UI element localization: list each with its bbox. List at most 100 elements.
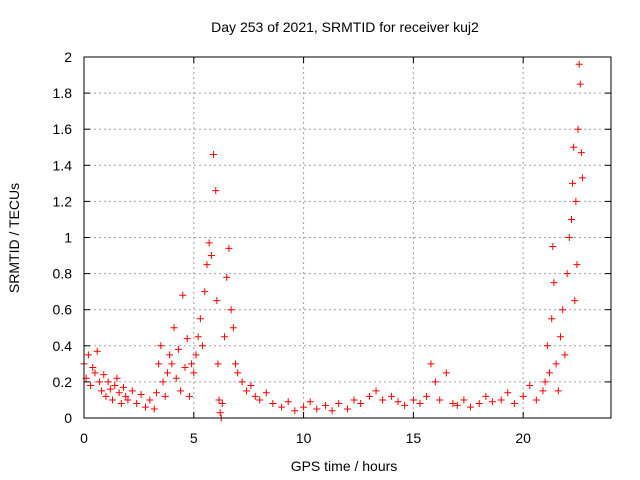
data-point	[519, 392, 527, 400]
data-point	[216, 409, 224, 417]
x-axis-label: GPS time / hours	[291, 458, 398, 474]
data-point	[565, 234, 573, 241]
data-point	[431, 378, 439, 386]
data-point	[291, 407, 299, 415]
x-tick-label: 20	[515, 430, 531, 446]
data-point	[570, 143, 578, 151]
data-point	[221, 333, 229, 341]
data-point	[256, 396, 264, 404]
data-point	[95, 378, 103, 386]
data-point	[548, 315, 556, 323]
data-point	[177, 387, 185, 395]
x-tick-label: 0	[80, 430, 88, 446]
data-point	[223, 273, 231, 281]
data-point	[172, 374, 180, 382]
data-point	[128, 387, 136, 395]
data-point	[247, 382, 255, 390]
data-point	[567, 215, 575, 223]
data-point	[578, 174, 586, 182]
data-point	[284, 398, 292, 406]
chart-title: Day 253 of 2021, SRMTID for receiver kuj…	[211, 19, 479, 35]
data-point	[137, 391, 145, 399]
data-point	[146, 396, 154, 404]
data-point	[394, 398, 402, 406]
data-point	[423, 392, 431, 400]
data-point	[575, 60, 583, 68]
y-tick-label: 0.6	[53, 302, 73, 318]
data-point	[179, 291, 187, 299]
data-point	[576, 80, 584, 88]
data-point	[466, 403, 474, 411]
data-point	[541, 378, 549, 386]
data-point	[526, 382, 534, 390]
y-tick-label: 1.4	[53, 157, 73, 173]
data-point	[232, 360, 240, 368]
y-tick-label: 0.8	[53, 266, 73, 282]
data-point	[93, 347, 101, 355]
data-point	[157, 342, 165, 350]
y-tick-label: 1.8	[53, 85, 73, 101]
data-point	[205, 239, 213, 247]
data-point	[168, 360, 176, 368]
data-point	[510, 400, 518, 408]
y-axis-label: SRMTID / TECUs	[6, 183, 22, 293]
data-point	[210, 150, 218, 158]
data-point	[113, 374, 121, 382]
x-tick-label: 10	[296, 430, 312, 446]
data-point	[269, 400, 277, 408]
data-point	[161, 392, 169, 400]
data-point	[561, 351, 569, 359]
data-point	[89, 363, 97, 371]
data-point	[278, 403, 286, 411]
data-point	[550, 279, 558, 287]
data-point	[183, 335, 191, 343]
data-point	[401, 401, 409, 409]
data-point	[84, 351, 92, 359]
data-point	[225, 244, 233, 252]
data-point	[166, 351, 174, 359]
data-point	[170, 324, 178, 332]
data-point	[141, 403, 149, 411]
data-point	[87, 382, 95, 390]
data-point	[427, 360, 435, 368]
data-point	[563, 270, 571, 278]
data-point	[194, 333, 202, 341]
data-point	[120, 383, 128, 391]
y-tick-label: 0.2	[53, 374, 73, 390]
data-point	[328, 407, 336, 415]
data-point	[104, 378, 112, 386]
x-tick-label: 5	[190, 430, 198, 446]
data-point	[238, 378, 246, 386]
data-point	[436, 396, 444, 404]
data-point	[201, 288, 209, 296]
data-point	[416, 400, 424, 408]
y-tick-label: 2	[64, 49, 72, 65]
data-point	[577, 149, 585, 157]
data-point	[460, 396, 468, 404]
data-point	[115, 389, 123, 397]
data-point	[556, 333, 564, 341]
data-point	[150, 405, 158, 413]
data-point	[196, 315, 204, 323]
data-point	[543, 342, 551, 350]
data-point	[559, 306, 567, 314]
data-point	[181, 363, 189, 371]
y-tick-label: 1.2	[53, 193, 73, 209]
data-point	[497, 396, 505, 404]
data-point	[306, 398, 314, 406]
data-point	[109, 396, 117, 404]
data-point	[106, 385, 114, 393]
data-point	[213, 297, 221, 305]
data-point	[539, 387, 547, 395]
data-point	[350, 396, 358, 404]
data-point	[442, 369, 450, 377]
grid-lines	[84, 57, 611, 418]
data-point	[100, 371, 108, 379]
data-point	[569, 179, 577, 187]
data-point	[365, 392, 373, 400]
data-point	[475, 400, 483, 408]
data-point	[152, 389, 160, 397]
data-point	[215, 396, 223, 404]
data-point	[262, 389, 270, 397]
plot-frame	[83, 56, 612, 419]
